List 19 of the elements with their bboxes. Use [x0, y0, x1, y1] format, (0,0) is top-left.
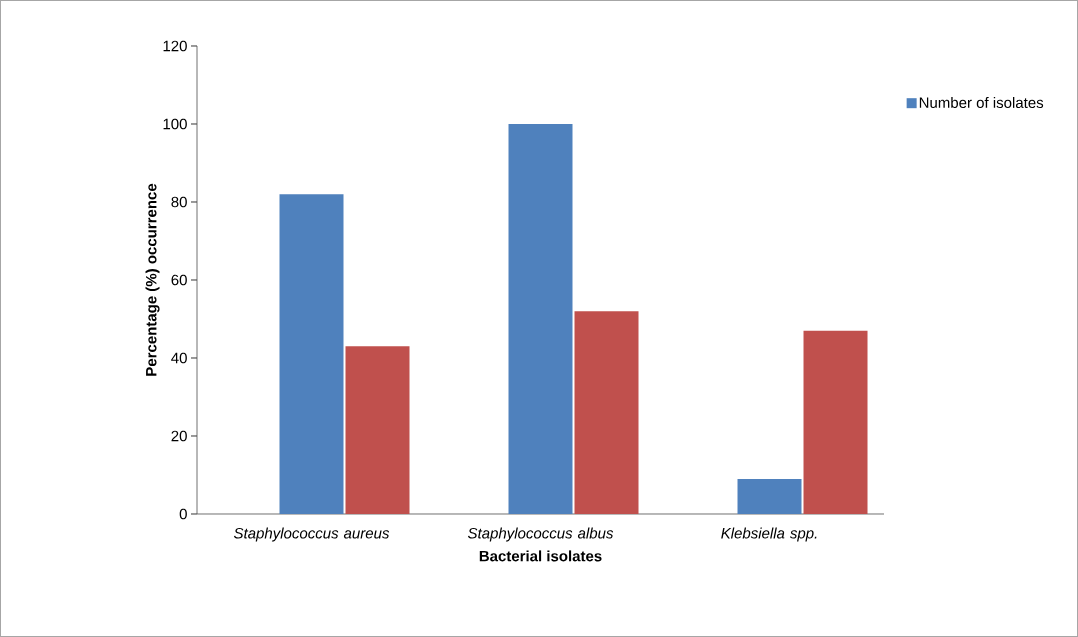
- bar: [574, 311, 639, 514]
- y-axis-title: Percentage (%) occurrence: [145, 183, 160, 376]
- legend-label: Number of isolates: [919, 97, 1044, 109]
- y-tick-label: 20: [171, 430, 187, 442]
- x-tick-label: Klebsiella spp.: [721, 527, 817, 542]
- y-tick-label: 60: [171, 274, 187, 286]
- y-tick-label: 0: [179, 508, 187, 520]
- y-tick-label: 120: [163, 40, 187, 52]
- bar: [345, 346, 410, 514]
- bar: [279, 194, 344, 514]
- y-tick-label: 100: [163, 118, 187, 130]
- x-tick-label: Staphylococcus albus: [467, 527, 614, 542]
- bar: [737, 478, 802, 514]
- x-tick-label: Staphylococcus aureus: [233, 527, 390, 542]
- y-tick-label: 40: [171, 352, 187, 364]
- y-tick-label: 80: [171, 196, 187, 208]
- x-axis-title: Bacterial isolates: [479, 550, 602, 562]
- bar: [508, 123, 573, 514]
- bar: [803, 330, 868, 514]
